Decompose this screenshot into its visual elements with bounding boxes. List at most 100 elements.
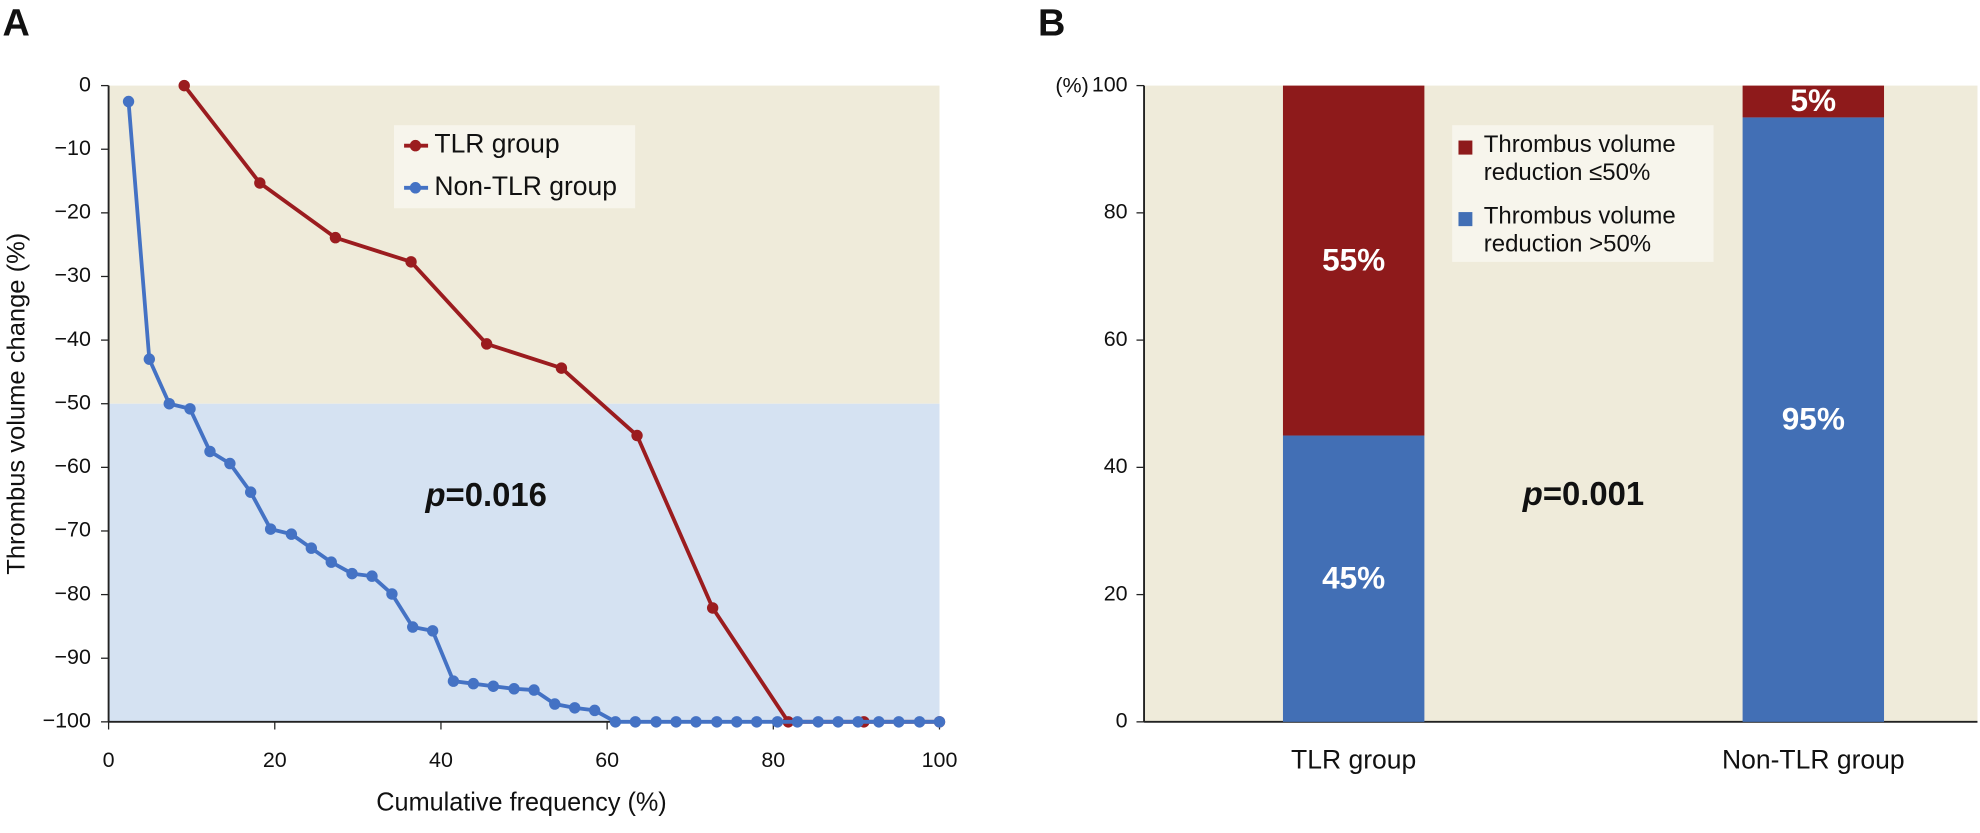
data-point	[711, 716, 723, 728]
legend-swatch	[1458, 212, 1473, 227]
legend-marker	[409, 182, 422, 194]
data-point	[405, 256, 417, 268]
data-point	[264, 523, 277, 535]
data-point	[426, 625, 439, 637]
data-point	[771, 716, 784, 728]
x-tick-label: 0	[103, 747, 115, 772]
y-tick-label: −90	[55, 644, 91, 669]
legend-label: Thrombus volume reduction ≤50%	[1483, 131, 1676, 187]
annotation-text: =0.016	[446, 476, 547, 513]
bar-segment	[1742, 85, 1885, 118]
panel-label: B	[1038, 2, 1065, 44]
data-point	[487, 680, 499, 692]
value-label: 5%	[1791, 82, 1837, 118]
data-point	[528, 684, 540, 696]
x-tick-label: 80	[761, 747, 785, 772]
data-point	[224, 457, 236, 470]
data-point	[407, 621, 419, 633]
x-tick-label: 20	[263, 747, 287, 772]
data-point	[629, 716, 642, 728]
data-point	[285, 528, 298, 540]
y-tick-label: 0	[79, 71, 91, 96]
data-point	[670, 716, 682, 728]
y-tick-label: −60	[55, 453, 91, 478]
data-point	[933, 716, 946, 728]
data-point	[386, 588, 398, 600]
data-point	[366, 570, 378, 582]
data-point	[791, 716, 804, 728]
data-point	[751, 716, 763, 728]
y-tick-label: 60	[1104, 326, 1128, 351]
data-point	[346, 567, 358, 580]
data-point	[204, 445, 216, 458]
annotation: p=0.001	[1522, 474, 1644, 511]
annotation-italic: p	[424, 476, 445, 513]
data-point	[467, 677, 480, 690]
y-tick-label: 80	[1104, 198, 1128, 223]
legend-box	[1452, 125, 1714, 262]
value-label: 95%	[1782, 400, 1845, 436]
data-point	[305, 542, 318, 554]
data-point	[832, 716, 844, 728]
data-point	[184, 403, 196, 415]
value-label: 55%	[1322, 241, 1385, 277]
x-tick-label: 60	[595, 747, 619, 772]
annotation-italic: p	[1522, 474, 1543, 511]
y-tick-label: −50	[55, 389, 91, 414]
legend-item: Thrombus volume reduction ≤50%	[1483, 131, 1676, 187]
data-point	[244, 486, 257, 498]
y-tick-label: 100	[1092, 71, 1128, 96]
y-tick-label: −70	[55, 517, 91, 542]
data-point	[122, 95, 135, 108]
x-tick-label: 40	[429, 747, 453, 772]
data-point	[163, 397, 175, 410]
y-tick-label: −100	[43, 707, 91, 732]
data-point	[873, 716, 885, 728]
legend-label: TLR group	[434, 129, 559, 159]
x-tick-label: 100	[922, 747, 958, 772]
y-tick-label: 0	[1116, 707, 1128, 732]
y-tick-label: −20	[55, 198, 91, 223]
data-point	[650, 716, 662, 728]
panel-label: A	[3, 2, 30, 44]
data-point	[893, 716, 905, 728]
legend-item: Thrombus volume reduction >50%	[1483, 203, 1676, 259]
x-tick-label: Non-TLR group	[1722, 744, 1905, 774]
legend-label: Thrombus volume reduction >50%	[1483, 203, 1676, 259]
data-point	[254, 177, 266, 189]
bar-segment	[1282, 435, 1425, 722]
data-point	[690, 716, 702, 728]
data-point	[555, 362, 568, 374]
bar-segment	[1742, 117, 1885, 722]
y-tick-label: −40	[55, 326, 91, 351]
y-tick-label: −30	[55, 262, 91, 287]
data-point	[588, 704, 601, 717]
data-point	[447, 675, 460, 687]
data-point	[325, 556, 337, 568]
y-tick-label: 40	[1104, 453, 1128, 478]
x-tick-label: TLR group	[1291, 744, 1416, 774]
legend-swatch	[1458, 140, 1473, 155]
data-point	[508, 683, 520, 695]
y-tick-label: 20	[1104, 580, 1128, 605]
annotation: p=0.016	[424, 476, 546, 513]
y-axis-title: (%)	[1055, 72, 1088, 97]
data-point	[178, 79, 190, 92]
y-tick-label: −80	[55, 580, 91, 605]
legend-label: Non-TLR group	[434, 171, 617, 201]
data-point	[812, 716, 824, 728]
data-point	[913, 716, 926, 728]
data-point	[329, 231, 342, 244]
value-label: 45%	[1322, 559, 1385, 595]
legend-marker	[409, 139, 422, 152]
x-axis-title: Cumulative frequency (%)	[376, 788, 666, 816]
y-tick-label: −10	[55, 135, 91, 160]
data-point	[480, 338, 493, 350]
data-point	[143, 353, 155, 365]
bar-segment	[1282, 85, 1425, 436]
data-point	[852, 716, 864, 728]
data-point	[706, 602, 719, 614]
data-point	[731, 716, 743, 728]
legend-box	[393, 125, 636, 209]
